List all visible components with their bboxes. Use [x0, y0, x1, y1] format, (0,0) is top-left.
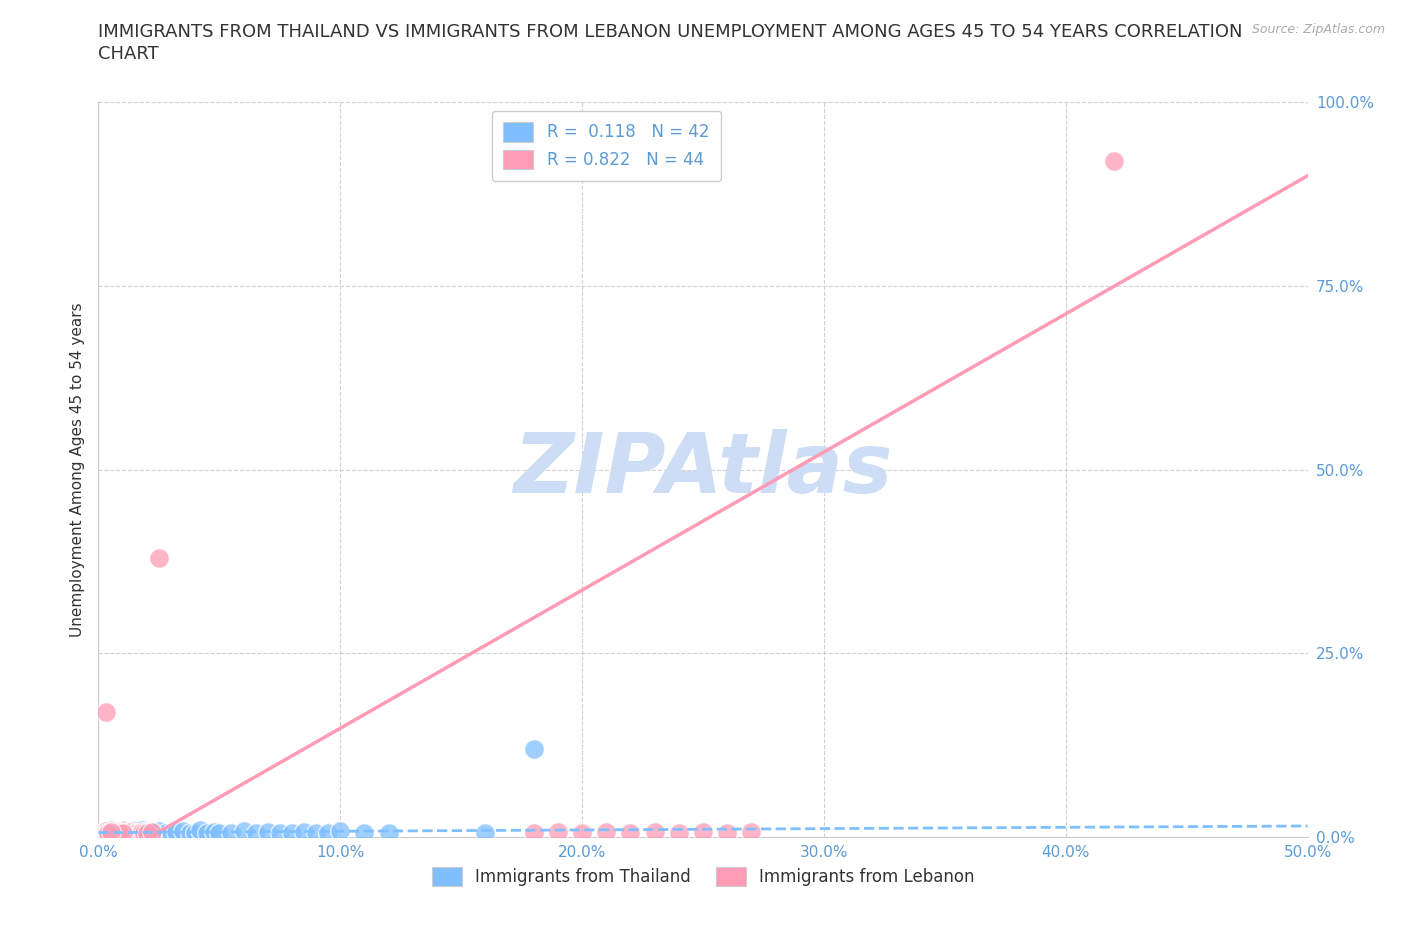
- Point: [97, 826, 120, 841]
- Point: [100, 824, 122, 839]
- Text: CHART: CHART: [98, 45, 159, 62]
- Point: [740, 824, 762, 839]
- Point: [97, 826, 120, 841]
- Point: [100, 822, 122, 837]
- Point: [107, 826, 129, 841]
- Point: [377, 826, 399, 841]
- Point: [188, 822, 211, 837]
- Point: [179, 826, 201, 841]
- Point: [124, 824, 146, 839]
- Legend: Immigrants from Thailand, Immigrants from Lebanon: Immigrants from Thailand, Immigrants fro…: [423, 859, 983, 895]
- Point: [127, 825, 149, 840]
- Point: [281, 826, 304, 841]
- Point: [141, 824, 163, 839]
- Point: [108, 826, 131, 841]
- Point: [131, 824, 153, 839]
- Point: [94, 824, 117, 839]
- Point: [108, 824, 131, 839]
- Point: [523, 826, 546, 841]
- Point: [329, 824, 352, 839]
- Point: [100, 824, 122, 839]
- Point: [124, 826, 146, 841]
- Point: [305, 825, 328, 840]
- Point: [101, 825, 124, 840]
- Point: [94, 824, 117, 839]
- Point: [155, 825, 177, 840]
- Text: IMMIGRANTS FROM THAILAND VS IMMIGRANTS FROM LEBANON UNEMPLOYMENT AMONG AGES 45 T: IMMIGRANTS FROM THAILAND VS IMMIGRANTS F…: [98, 23, 1243, 41]
- Point: [114, 825, 136, 840]
- Point: [172, 824, 194, 839]
- Point: [160, 826, 183, 841]
- Point: [353, 825, 375, 840]
- Point: [118, 826, 141, 841]
- Point: [1102, 153, 1125, 168]
- Point: [245, 826, 267, 841]
- Point: [94, 705, 117, 720]
- Point: [292, 824, 315, 839]
- Point: [134, 825, 156, 840]
- Point: [571, 826, 593, 841]
- Point: [97, 826, 120, 841]
- Text: ZIPAtlas: ZIPAtlas: [513, 429, 893, 511]
- Point: [141, 826, 163, 841]
- Point: [131, 822, 153, 837]
- Point: [619, 826, 641, 841]
- Point: [165, 824, 187, 839]
- Point: [111, 825, 134, 840]
- Point: [221, 826, 243, 841]
- Point: [97, 826, 120, 841]
- Point: [91, 826, 114, 841]
- Point: [128, 826, 150, 841]
- Point: [256, 824, 278, 839]
- Point: [107, 824, 129, 839]
- Point: [148, 551, 170, 565]
- Point: [111, 824, 134, 839]
- Y-axis label: Unemployment Among Ages 45 to 54 years: Unemployment Among Ages 45 to 54 years: [69, 302, 84, 637]
- Point: [232, 824, 254, 839]
- Point: [474, 826, 496, 841]
- Point: [269, 825, 291, 840]
- Point: [135, 826, 157, 841]
- Point: [94, 825, 117, 840]
- Point: [100, 825, 122, 840]
- Point: [204, 824, 226, 839]
- Point: [104, 824, 127, 839]
- Point: [117, 826, 139, 841]
- Point: [111, 826, 134, 841]
- Point: [316, 826, 339, 841]
- Point: [111, 826, 134, 841]
- Point: [127, 825, 149, 840]
- Point: [111, 822, 134, 837]
- Point: [91, 826, 114, 841]
- Point: [692, 824, 714, 839]
- Point: [184, 825, 207, 840]
- Point: [101, 825, 124, 840]
- Point: [644, 824, 666, 839]
- Point: [117, 824, 139, 839]
- Point: [104, 824, 127, 839]
- Point: [547, 824, 569, 839]
- Point: [595, 824, 617, 839]
- Text: Source: ZipAtlas.com: Source: ZipAtlas.com: [1251, 23, 1385, 36]
- Point: [523, 741, 546, 756]
- Point: [107, 826, 129, 841]
- Point: [208, 825, 231, 840]
- Point: [668, 826, 690, 841]
- Point: [108, 824, 131, 839]
- Point: [104, 826, 127, 841]
- Point: [135, 824, 157, 839]
- Point: [716, 826, 738, 841]
- Point: [100, 824, 122, 839]
- Point: [101, 826, 124, 841]
- Point: [148, 824, 170, 839]
- Point: [195, 826, 218, 841]
- Point: [118, 824, 141, 839]
